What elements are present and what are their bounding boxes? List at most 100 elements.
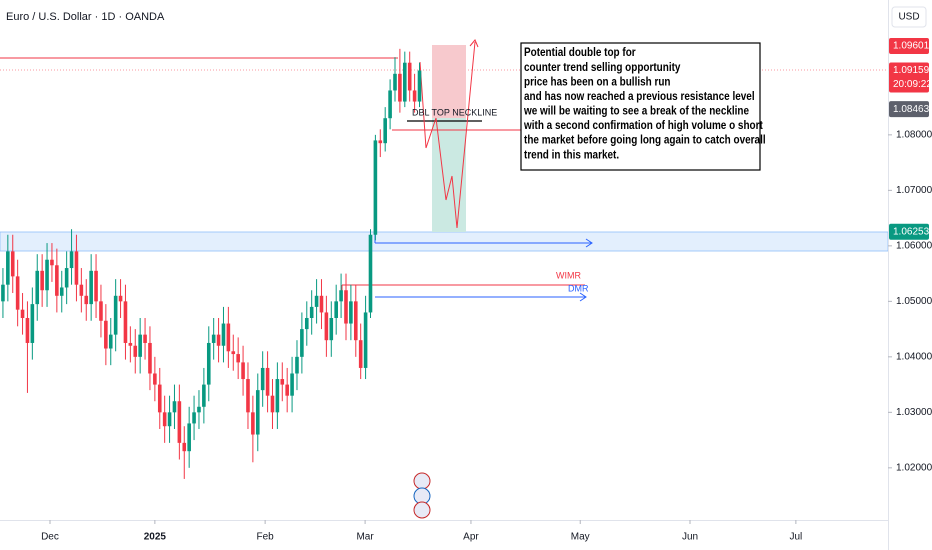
candle-body	[383, 118, 387, 144]
chart-title: Euro / U.S. Dollar · 1D · OANDA	[6, 11, 165, 23]
candle-body	[177, 401, 182, 443]
candle-body	[353, 301, 358, 341]
candle-body	[319, 295, 324, 313]
candle-body	[167, 412, 172, 427]
event-icons	[413, 472, 431, 519]
candle-body	[113, 295, 118, 335]
event-icon	[413, 472, 431, 490]
candle-body	[172, 401, 177, 413]
candle-body	[94, 270, 98, 302]
candle-body	[290, 373, 294, 396]
price-tag	[889, 38, 929, 55]
candle-body	[393, 73, 397, 91]
candle-body	[45, 259, 49, 291]
target-zone	[432, 118, 466, 232]
x-tick-label: 2025	[144, 532, 167, 543]
candle-body	[275, 379, 280, 413]
note: Potential double top for counter trend se…	[523, 46, 765, 161]
candle-body	[148, 342, 152, 374]
candle-body	[153, 373, 157, 385]
candle-body	[108, 334, 113, 349]
candle-body	[89, 270, 93, 305]
candle-body	[20, 309, 25, 318]
candle-body	[226, 323, 231, 352]
candle-body	[64, 268, 69, 288]
candle-body	[388, 90, 392, 119]
candle-body	[25, 317, 30, 343]
y-tick-label: 1.02000	[896, 462, 932, 473]
x-tick-label: May	[571, 532, 590, 543]
projection-path	[419, 41, 476, 229]
candle-body	[329, 317, 334, 341]
candle-body	[246, 379, 250, 413]
candle-body	[255, 390, 260, 435]
candle-body	[270, 395, 275, 413]
candle-body	[128, 342, 133, 346]
candle-body	[300, 329, 304, 357]
y-tick-label: 1.05000	[896, 296, 932, 307]
candle-body	[206, 342, 211, 385]
x-tick-label: Dec	[41, 532, 59, 543]
candle-body	[417, 70, 422, 102]
candle-body	[69, 251, 74, 269]
candle-body	[221, 323, 226, 346]
candle-body	[285, 384, 289, 396]
candle-body	[211, 334, 216, 343]
stop-zone	[432, 45, 466, 118]
candle-body	[339, 290, 343, 302]
candle-body	[187, 423, 191, 452]
y-tick-label: 1.07000	[896, 185, 932, 196]
candle-body	[138, 334, 142, 357]
candle-body	[197, 406, 201, 413]
candle-body	[118, 295, 123, 302]
note-line: and has now reached a previous resistanc…	[524, 90, 755, 103]
note-line: we will be waiting to see a break of the…	[523, 105, 749, 118]
candle-body	[241, 362, 245, 380]
currency: USD	[898, 12, 919, 23]
candle-body	[104, 320, 108, 349]
candle-body	[373, 140, 378, 235]
price-tag	[889, 101, 929, 118]
candle-body	[412, 90, 417, 102]
note-line: trend in this market.	[524, 149, 619, 162]
candle-body	[368, 234, 373, 313]
price-tag-label: 1.08463	[893, 104, 930, 115]
event-icon	[413, 501, 431, 519]
candle-body	[143, 334, 147, 343]
x-tick-label: Apr	[463, 532, 479, 543]
candle-body	[295, 356, 299, 374]
candle-body	[398, 73, 402, 102]
note-line: counter trend selling opportunity	[524, 61, 681, 74]
candle-body	[1, 284, 5, 302]
candle-body	[40, 270, 44, 291]
countdown: 20:09:22	[893, 79, 932, 90]
candle-body	[314, 295, 319, 307]
candle-body	[216, 334, 221, 346]
candle-body	[378, 140, 383, 144]
candle-body	[50, 259, 54, 266]
currency-box	[891, 6, 927, 28]
y-tick-label: 1.06000	[896, 240, 932, 251]
candle-body	[407, 62, 412, 91]
candle-body	[402, 62, 407, 102]
candle-body	[334, 301, 338, 318]
plot	[0, 39, 889, 479]
arrow-head	[469, 39, 479, 48]
candle-body	[192, 412, 196, 424]
x-tick-label: Jul	[789, 532, 802, 543]
price-tag-label: 1.06253	[893, 226, 930, 237]
arrow-head	[579, 292, 587, 302]
candle-body	[265, 367, 270, 396]
candle-body	[74, 251, 79, 285]
candle-body	[349, 301, 353, 324]
note-line: the market before going long again to ca…	[524, 134, 766, 147]
candle-body	[133, 345, 138, 357]
candle-body	[162, 412, 167, 427]
candle-body	[123, 301, 128, 343]
y-tick-label: 1.03000	[896, 407, 932, 418]
candle-body	[182, 442, 187, 452]
candle-body	[202, 384, 206, 407]
candle-body	[236, 354, 240, 363]
price-tag-label: 1.09159	[893, 65, 930, 76]
x-tick-label: Mar	[356, 532, 374, 543]
